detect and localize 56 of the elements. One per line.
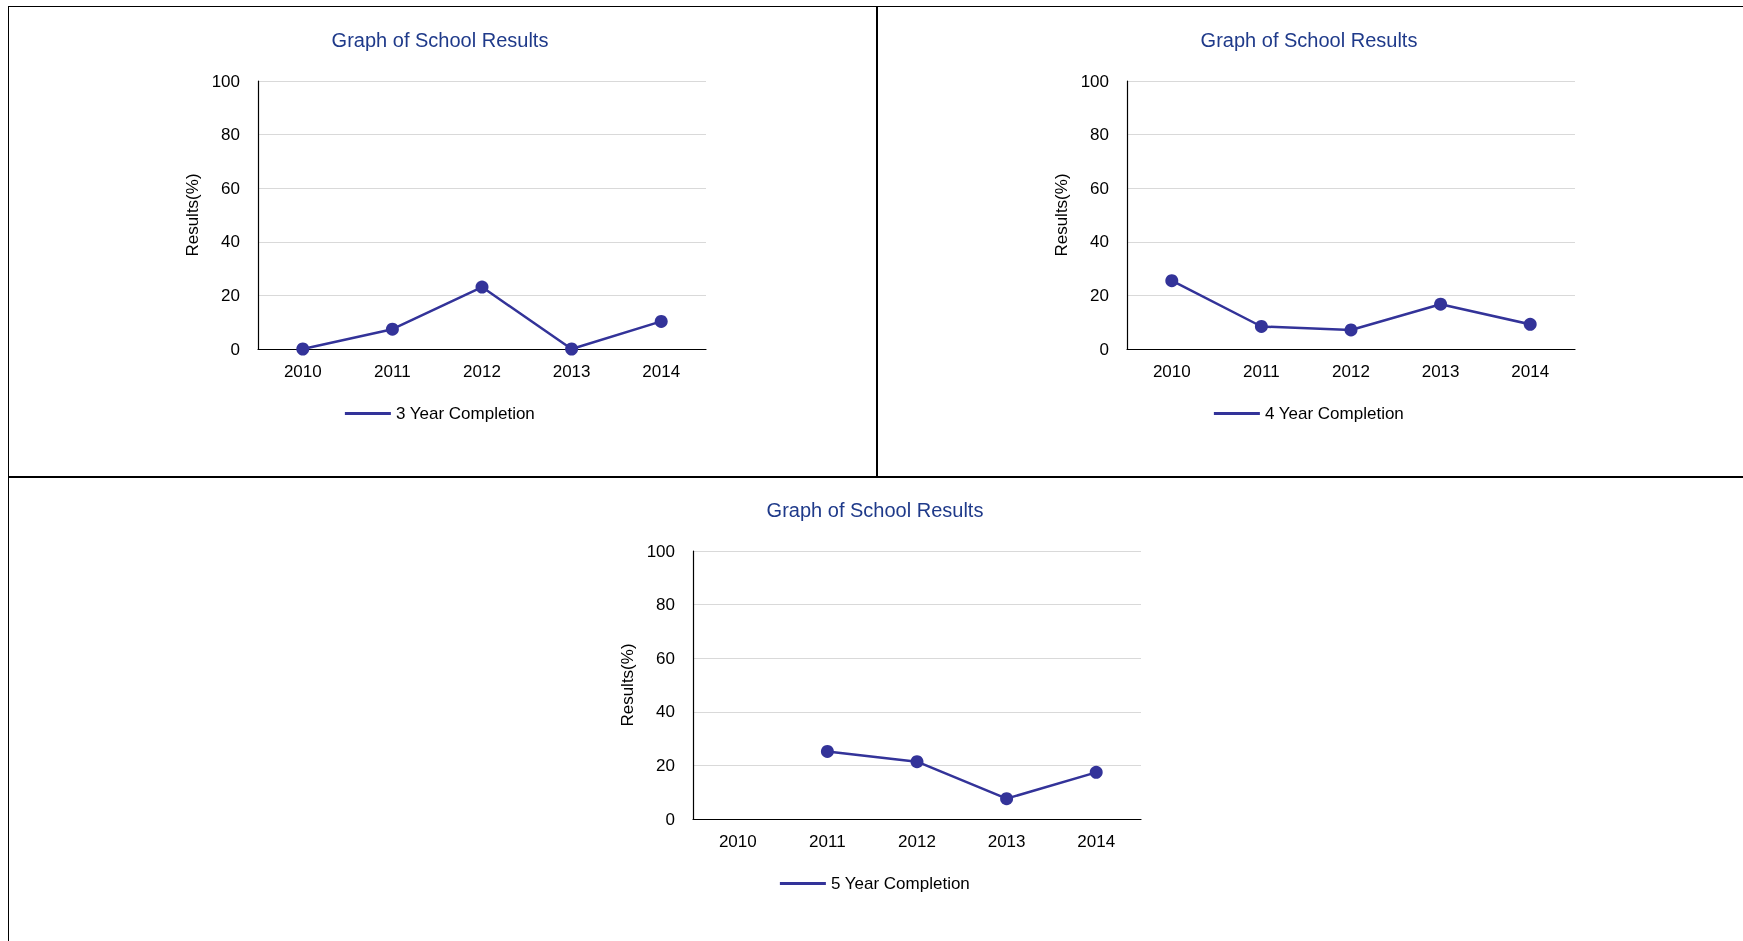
legend-label: 5 Year Completion xyxy=(830,874,970,893)
y-axis-title: Results(%) xyxy=(617,643,637,727)
y-tick-label: 60 xyxy=(221,178,240,198)
y-tick-label: 100 xyxy=(646,541,675,561)
y-tick-label: 0 xyxy=(230,339,240,359)
y-tick-label: 100 xyxy=(211,71,240,91)
x-tick-label: 2010 xyxy=(283,362,322,381)
y-tick-label: 0 xyxy=(1099,339,1109,359)
y-tick-label: 40 xyxy=(221,232,240,252)
point xyxy=(296,342,310,356)
x-tick-label: 2011 xyxy=(809,832,846,851)
x-tick-label: 2014 xyxy=(1077,832,1116,851)
point xyxy=(475,280,489,294)
point xyxy=(1165,274,1179,288)
point xyxy=(385,322,399,336)
point xyxy=(654,314,668,328)
point xyxy=(1344,323,1358,337)
y-tick-label: 20 xyxy=(1090,285,1109,305)
y-tick-label: 20 xyxy=(656,755,675,775)
y-axis-title: Results(%) xyxy=(182,173,202,257)
x-tick-label: 2010 xyxy=(1152,362,1191,381)
y-tick-label: 20 xyxy=(221,285,240,305)
legend-label: 3 Year Completion xyxy=(395,404,535,423)
y-axis-title: Results(%) xyxy=(1051,173,1071,257)
y-tick-label: 80 xyxy=(656,595,675,615)
point xyxy=(1434,297,1448,311)
y-tick-label: 80 xyxy=(1090,125,1109,145)
x-tick-label: 2013 xyxy=(987,832,1026,851)
x-tick-label: 2012 xyxy=(1332,362,1370,381)
point xyxy=(910,755,924,769)
x-tick-label: 2014 xyxy=(642,362,681,381)
point xyxy=(1523,317,1537,331)
point xyxy=(565,342,579,356)
x-tick-label: 2011 xyxy=(374,362,411,381)
point xyxy=(820,744,834,758)
point xyxy=(1254,319,1268,333)
y-tick-label: 0 xyxy=(665,809,675,829)
point xyxy=(1089,765,1103,779)
y-tick-label: 40 xyxy=(656,702,675,722)
x-tick-label: 2012 xyxy=(463,362,501,381)
x-tick-label: 2014 xyxy=(1511,362,1550,381)
x-tick-label: 2013 xyxy=(1421,362,1460,381)
y-tick-label: 100 xyxy=(1080,71,1109,91)
legend-label: 4 Year Completion xyxy=(1264,404,1404,423)
y-tick-label: 60 xyxy=(1090,178,1109,198)
chart-title: Graph of School Results xyxy=(766,499,984,521)
chart-title: Graph of School Results xyxy=(331,29,549,51)
y-tick-label: 40 xyxy=(1090,232,1109,252)
x-tick-label: 2013 xyxy=(552,362,591,381)
y-tick-label: 60 xyxy=(656,648,675,668)
x-tick-label: 2010 xyxy=(718,832,757,851)
chart-title: Graph of School Results xyxy=(1200,29,1418,51)
y-tick-label: 80 xyxy=(221,125,240,145)
x-tick-label: 2012 xyxy=(898,832,936,851)
x-tick-label: 2011 xyxy=(1243,362,1280,381)
point xyxy=(1000,792,1014,806)
